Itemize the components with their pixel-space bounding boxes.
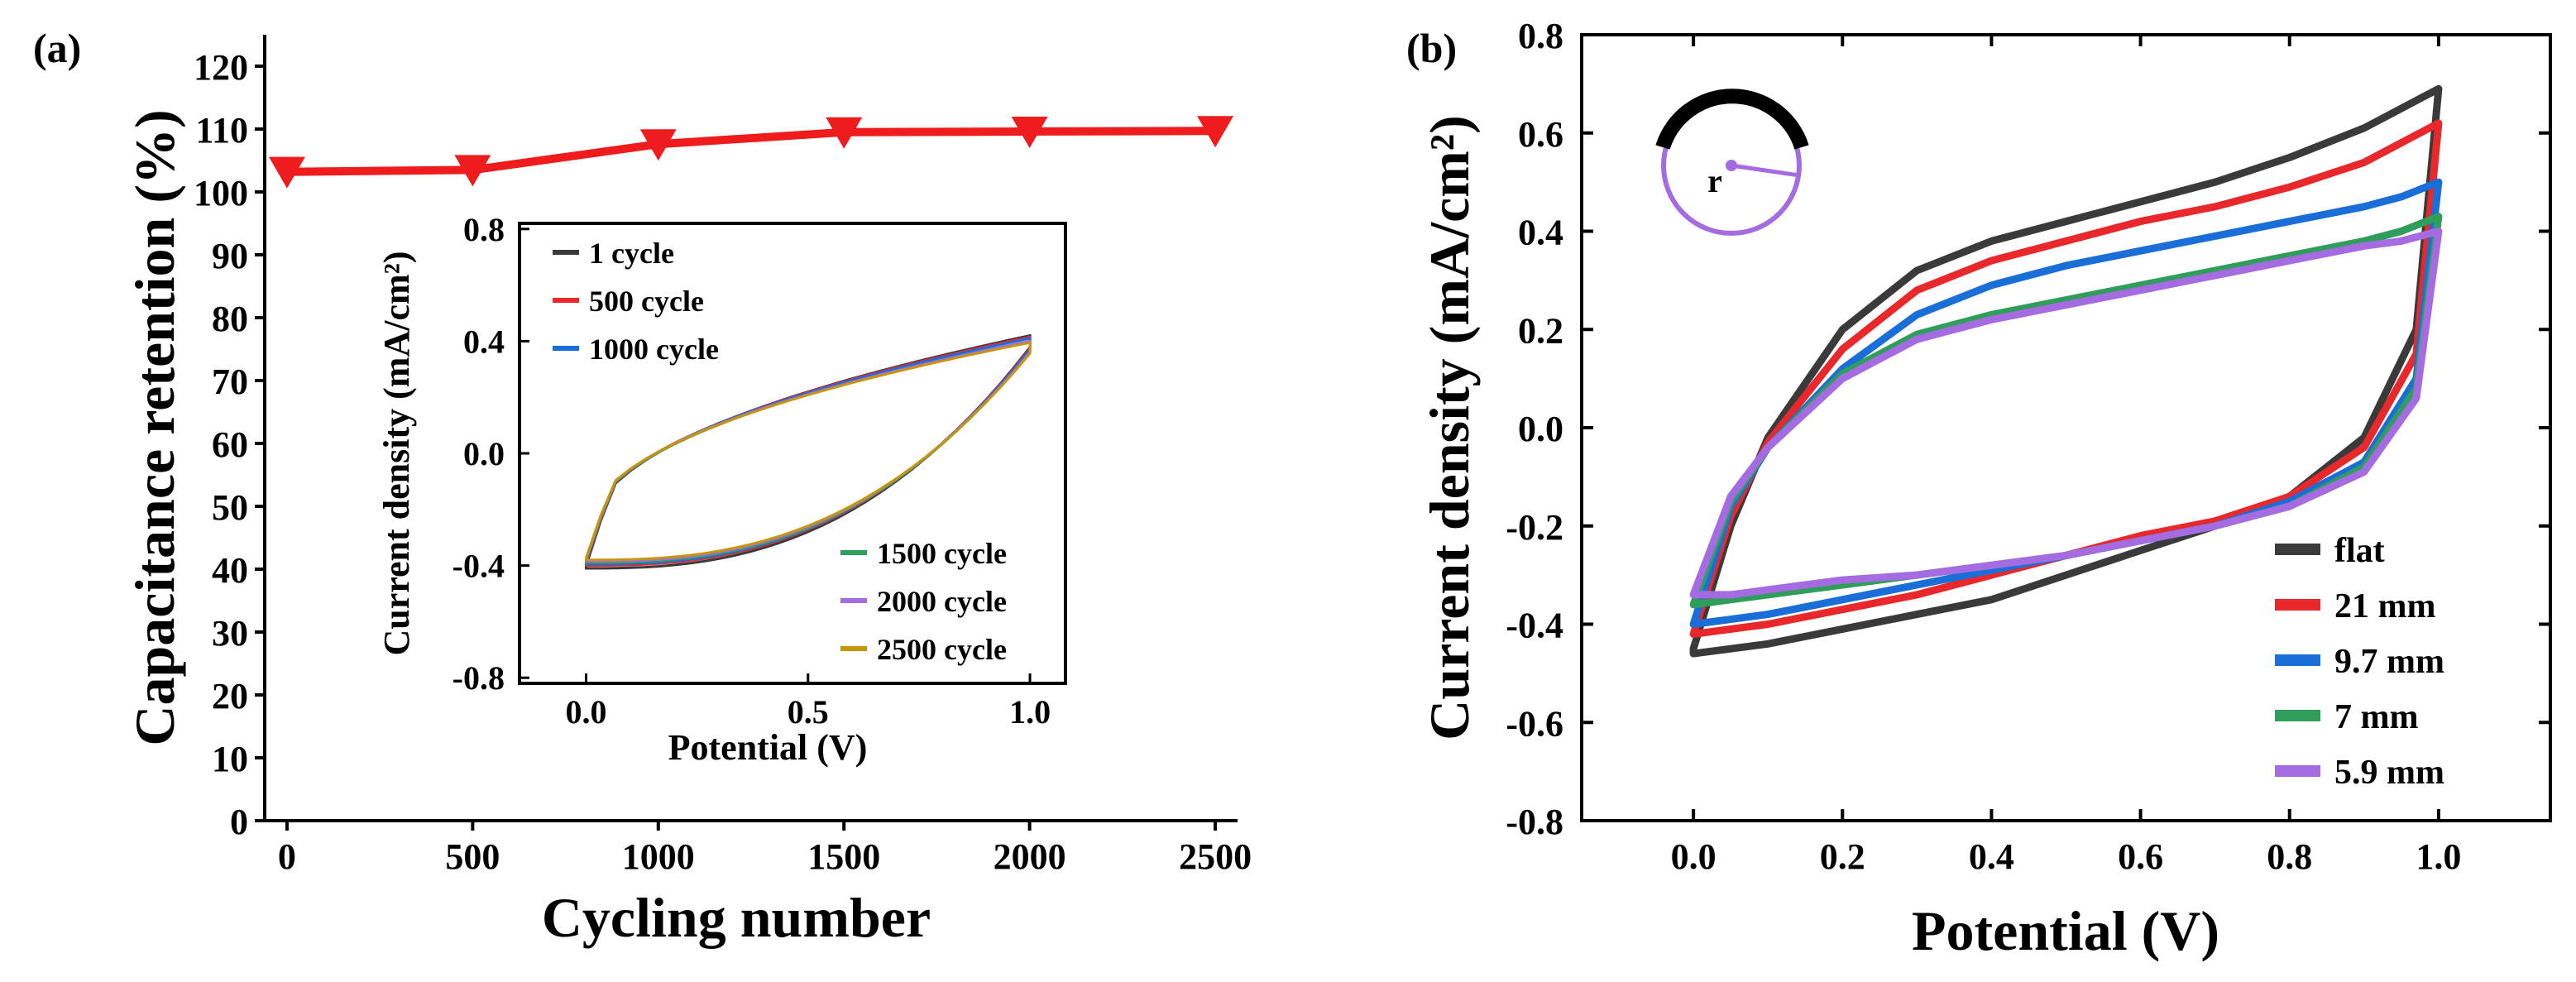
- inset-legend-label: 1500 cycle: [877, 537, 1007, 570]
- y-tick-label: 0.4: [1518, 213, 1563, 253]
- legend-label: 7 mm: [2334, 698, 2418, 736]
- y-tick-label: 30: [212, 613, 248, 654]
- data-point-marker: [826, 117, 863, 149]
- panel-a-ticks: 0 500 1000 1500 2000 2500 0 10 20 30 40 50 60 70 80 90 1…: [194, 47, 1252, 877]
- inset-cv-curve: [585, 341, 1032, 562]
- inset-legend-label: 1000 cycle: [589, 333, 719, 366]
- inset-legend-label: 1 cycle: [589, 237, 674, 270]
- inset-curves: [585, 333, 1032, 570]
- inset-y-tick-label: 0.4: [463, 323, 505, 360]
- y-tick-label: -0.6: [1506, 703, 1563, 744]
- x-tick-label: 1.0: [2416, 836, 2461, 877]
- y-tick-label: 90: [212, 236, 248, 276]
- panel-b-y-label: Current density (mA/cm²): [1418, 115, 1481, 740]
- panel-b-ticks: 0.0 0.2 0.4 0.6 0.8 1.0 -0.8 -0.6 -0.4 -0.2 0.0 0.2…: [1506, 16, 2550, 877]
- y-tick-label: 0: [230, 802, 248, 842]
- y-tick-label: 0.8: [1518, 16, 1563, 56]
- radius-label: r: [1707, 162, 1722, 199]
- x-tick-label: 0.2: [1820, 836, 1865, 877]
- panel-a-label: (a): [33, 25, 81, 71]
- y-tick-label: 100: [194, 173, 248, 213]
- data-point-marker: [454, 155, 491, 187]
- radius-center-dot: [1726, 160, 1737, 171]
- legend-label: 9.7 mm: [2334, 643, 2444, 681]
- radius-arc: [1655, 89, 1809, 150]
- cv-curve-9-7-mm: [1689, 178, 2443, 628]
- panel-a-markers: [268, 116, 1234, 189]
- legend-label: 5.9 mm: [2334, 754, 2444, 792]
- x-tick-label: 0.8: [2267, 836, 2312, 877]
- inset-legend: 1 cycle 500 cycle 1000 cycle 1500 cycle 2000…: [553, 237, 1007, 666]
- y-tick-label: 20: [212, 676, 248, 716]
- inset-y-label: Current density (mA/cm²): [376, 251, 417, 656]
- legend-label: 21 mm: [2334, 587, 2435, 625]
- x-tick-label: 0: [278, 836, 296, 877]
- radius-line: [1731, 163, 1800, 178]
- y-tick-label: 0.2: [1518, 310, 1563, 351]
- panel-a-x-label: Cycling number: [542, 886, 931, 949]
- inset-ticks: 0.0 0.5 1.0 -0.8 -0.4 0.0 0.4 0.8: [452, 211, 1051, 731]
- x-tick-label: 2000: [994, 836, 1066, 877]
- inset-legend-label: 2500 cycle: [877, 633, 1007, 666]
- panel-b: (b) Potential (V) Current density (mA/cm…: [1406, 16, 2552, 962]
- panel-b-x-label: Potential (V): [1912, 899, 2219, 962]
- x-tick-label: 0.0: [1671, 836, 1717, 877]
- y-tick-label: 0.0: [1518, 409, 1563, 449]
- x-tick-label: 0.6: [2118, 836, 2163, 877]
- panel-a: (a) Cycling number Capacitance retention…: [33, 25, 1252, 949]
- inset-x-label: Potential (V): [668, 727, 868, 768]
- data-point-marker: [639, 129, 677, 161]
- y-tick-label: -0.4: [1506, 606, 1563, 646]
- panel-a-series-line: [286, 127, 1216, 176]
- data-point-marker: [1011, 117, 1048, 149]
- cv-curve-21-mm: [1689, 119, 2443, 638]
- inset-x-tick-label: 1.0: [1009, 693, 1051, 731]
- x-tick-label: 1500: [807, 836, 880, 877]
- inset-x-tick-label: 0.5: [788, 693, 829, 731]
- y-tick-label: 10: [212, 739, 248, 779]
- legend-label: flat: [2334, 532, 2385, 570]
- y-tick-label: -0.8: [1506, 802, 1563, 842]
- y-tick-label: 0.6: [1518, 114, 1563, 155]
- inset-y-tick-label: -0.4: [452, 548, 505, 585]
- x-tick-label: 0.4: [1969, 836, 2014, 877]
- y-tick-label: 120: [194, 47, 248, 88]
- inset-y-tick-label: 0.0: [463, 435, 505, 472]
- data-point-marker: [268, 156, 305, 189]
- y-tick-label: -0.2: [1506, 507, 1563, 548]
- x-tick-label: 500: [445, 836, 500, 877]
- panel-a-inset: Potential (V) Current density (mA/cm²) 0…: [376, 211, 1067, 768]
- x-tick-label: 2500: [1179, 836, 1252, 877]
- data-point-marker: [1197, 116, 1234, 148]
- inset-legend-label: 2000 cycle: [877, 585, 1007, 618]
- panel-a-y-label: Capacitance retention (%): [123, 109, 186, 745]
- y-tick-label: 70: [212, 362, 248, 402]
- inset-y-tick-label: -0.8: [452, 659, 505, 697]
- inset-y-tick-label: 0.8: [463, 211, 505, 248]
- x-tick-label: 1000: [622, 836, 695, 877]
- y-tick-label: 50: [212, 487, 248, 528]
- inset-x-tick-label: 0.0: [565, 693, 606, 731]
- inset-frame: [518, 222, 1067, 685]
- y-tick-label: 110: [195, 110, 248, 151]
- inset-legend-label: 500 cycle: [589, 285, 704, 318]
- panel-b-label: (b): [1406, 25, 1457, 71]
- panel-b-curves: [1689, 84, 2443, 658]
- y-tick-label: 60: [212, 424, 248, 465]
- panel-b-legend: flat 21 mm 9.7 mm 7 mm 5.9 mm: [2275, 532, 2444, 792]
- y-tick-label: 80: [212, 299, 248, 339]
- cv-curve-5-9-mm: [1689, 228, 2443, 599]
- bending-radius-schematic: r: [1655, 89, 1809, 236]
- y-tick-label: 40: [212, 550, 248, 591]
